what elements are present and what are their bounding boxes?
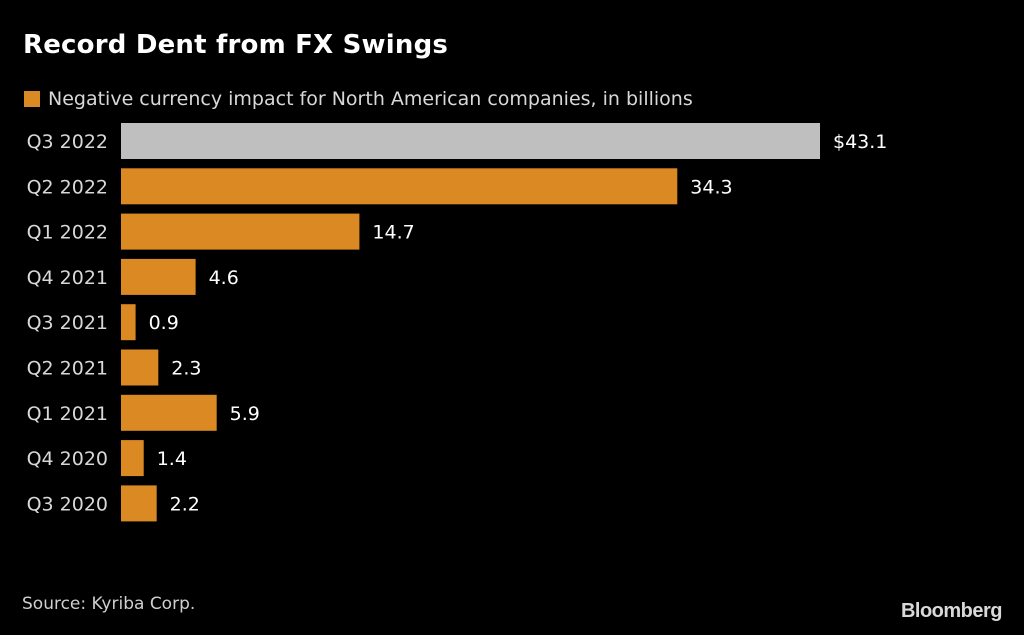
bloomberg-logo: Bloomberg (900, 600, 1003, 622)
value-label: 14.7 (372, 222, 414, 244)
bar (121, 349, 159, 386)
category-label: Q3 2021 (27, 312, 108, 334)
chart-title: Record Dent from FX Swings (23, 30, 449, 60)
bar (121, 258, 196, 295)
category-label: Q1 2021 (27, 403, 108, 425)
bar (121, 440, 144, 477)
value-label: 0.9 (149, 312, 179, 334)
value-label: 34.3 (690, 176, 732, 198)
legend-swatch (24, 91, 40, 107)
bar (121, 123, 820, 159)
legend: Negative currency impact for North Ameri… (24, 88, 693, 110)
legend-label: Negative currency impact for North Ameri… (48, 88, 693, 110)
bar (121, 394, 217, 431)
value-label: 2.3 (171, 358, 201, 380)
value-label: 4.6 (209, 267, 239, 289)
source-note: Source: Kyriba Corp. (22, 594, 196, 614)
category-label: Q3 2022 (27, 131, 108, 153)
bar (121, 304, 136, 341)
category-label: Q4 2020 (27, 448, 108, 470)
bar (121, 213, 360, 250)
value-label: 5.9 (230, 403, 260, 425)
value-label: 1.4 (157, 448, 187, 470)
value-label: 2.2 (170, 493, 200, 515)
bar (121, 485, 157, 522)
category-label: Q2 2021 (27, 358, 108, 380)
value-label: $43.1 (833, 131, 887, 153)
category-label: Q4 2021 (27, 267, 108, 289)
category-label: Q3 2020 (27, 493, 108, 515)
category-label: Q2 2022 (27, 176, 108, 198)
category-label: Q1 2022 (27, 222, 108, 244)
bar (121, 168, 678, 205)
